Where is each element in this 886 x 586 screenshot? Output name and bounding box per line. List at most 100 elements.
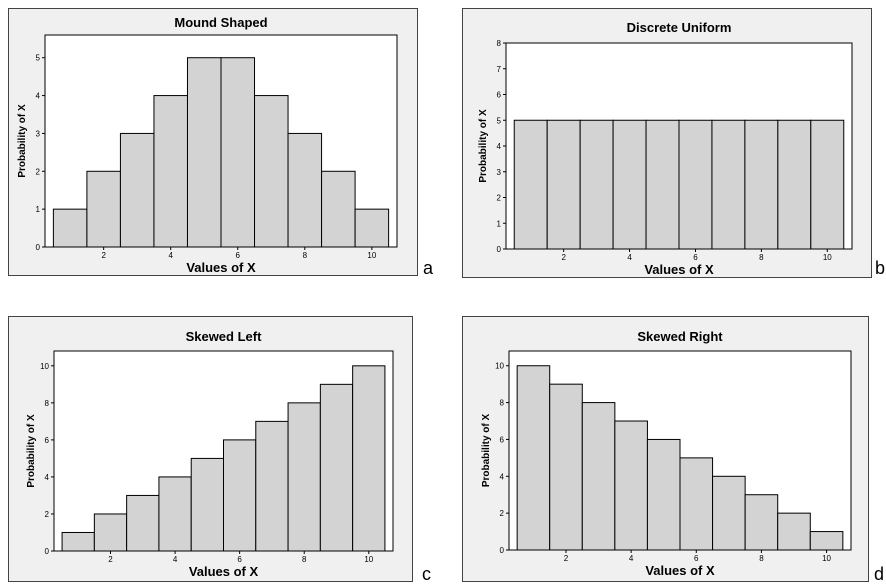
y-tick-label: 10	[495, 362, 504, 371]
x-axis-title: Values of X	[644, 262, 714, 277]
bar	[645, 119, 680, 250]
x-tick-label: 8	[759, 253, 764, 262]
bar	[352, 365, 386, 552]
x-tick-label: 8	[303, 251, 308, 260]
x-tick-label: 2	[561, 253, 566, 262]
x-tick-label: 8	[759, 554, 764, 563]
panel-letter-b: b	[875, 258, 886, 278]
y-tick-label: 7	[497, 65, 502, 74]
chart-panel-skewed-right: 0 2 4 6 8 10 2 4 6 8 10 Skewed Right Values of X Prob…	[462, 316, 869, 582]
x-tick-label: 2	[108, 555, 113, 564]
x-tick-label: 4	[173, 555, 178, 564]
y-tick-label: 5	[36, 54, 41, 63]
bar	[678, 119, 713, 250]
y-tick-label: 0	[45, 547, 50, 556]
y-tick-label: 10	[40, 362, 49, 371]
y-tick-label: 6	[500, 435, 505, 444]
y-tick-label: 8	[45, 399, 50, 408]
y-tick-label: 2	[497, 194, 502, 203]
x-tick-label: 6	[694, 554, 699, 563]
bar	[546, 119, 581, 250]
chart-title: Discrete Uniform	[627, 20, 732, 35]
y-tick-label: 0	[36, 243, 41, 252]
y-axis-title: Probability of X	[478, 109, 489, 183]
y-tick-label: 8	[500, 399, 505, 408]
y-tick-label: 4	[45, 473, 50, 482]
bar	[646, 438, 681, 551]
chart-title: Mound Shaped	[174, 15, 267, 30]
x-tick-label: 2	[101, 251, 106, 260]
x-tick-label: 6	[236, 251, 241, 260]
bar	[254, 95, 289, 248]
y-tick-label: 2	[45, 510, 50, 519]
bar	[809, 531, 844, 551]
x-axis-title: Values of X	[645, 563, 715, 578]
bar	[319, 383, 354, 552]
x-tick-label: 10	[364, 555, 373, 564]
bar	[579, 119, 614, 250]
bar	[679, 457, 714, 551]
y-tick-label: 4	[497, 142, 502, 151]
x-tick-label: 6	[693, 253, 698, 262]
y-tick-label: 4	[500, 472, 505, 481]
bar	[186, 57, 222, 248]
chart-panel-discrete-uniform: 0 1 2 3 4 5 6 7 8 2 4 6 8 10 Discrete Uniform Values of…	[462, 8, 872, 278]
x-tick-label: 10	[367, 251, 376, 260]
bar	[93, 513, 128, 552]
y-tick-label: 2	[500, 509, 505, 518]
x-tick-label: 4	[168, 251, 173, 260]
y-tick-label: 8	[497, 39, 502, 48]
x-tick-label: 4	[627, 253, 632, 262]
bar	[513, 119, 548, 250]
y-tick-label: 1	[497, 219, 502, 228]
bar	[354, 208, 390, 248]
chart-panel-skewed-left: 0 2 4 6 8 10 2 4 6 8 10 Skewed Left Values of X Proba…	[8, 316, 413, 582]
bar	[255, 420, 289, 552]
bar	[744, 494, 779, 551]
bar	[712, 475, 746, 551]
bar	[287, 132, 323, 248]
x-tick-label: 6	[237, 555, 242, 564]
bar	[777, 119, 812, 250]
chart-svg: 0 1 2 3 4 5 2 4 6 8 10 Mound Shaped Values of X Proba…	[17, 15, 398, 275]
bar	[612, 119, 647, 250]
y-tick-label: 6	[45, 436, 50, 445]
bar	[61, 531, 95, 552]
chart-title: Skewed Right	[637, 329, 723, 344]
panel-letter-c: c	[422, 564, 431, 584]
panel-letter-a: a	[423, 258, 434, 278]
chart-title: Skewed Left	[186, 329, 263, 344]
x-tick-label: 2	[564, 554, 569, 563]
x-axis-title: Values of X	[189, 564, 259, 579]
panel-letter-d: d	[874, 564, 885, 584]
y-tick-label: 1	[36, 205, 41, 214]
bar	[119, 132, 155, 248]
chart-svg: 0 2 4 6 8 10 2 4 6 8 10 Skewed Left Values of X Proba…	[26, 329, 394, 579]
bar	[153, 95, 188, 248]
chart-svg: 0 1 2 3 4 5 6 7 8 2 4 6 8 10 Discrete Uniform Values of…	[478, 20, 853, 277]
bar	[126, 494, 160, 552]
bar	[287, 402, 321, 552]
y-tick-label: 5	[497, 116, 502, 125]
y-tick-label: 2	[36, 167, 41, 176]
bar	[158, 476, 192, 552]
y-tick-label: 6	[497, 91, 502, 100]
bar	[711, 119, 746, 250]
bar	[810, 119, 845, 250]
chart-panel-mound-shaped: 0 1 2 3 4 5 2 4 6 8 10 Mound Shaped Values of X Proba…	[8, 8, 418, 276]
bar	[516, 365, 551, 551]
x-tick-label: 10	[822, 554, 831, 563]
y-tick-label: 4	[36, 92, 41, 101]
y-axis-title: Probability of X	[26, 414, 37, 488]
y-tick-label: 3	[36, 129, 41, 138]
x-axis-title: Values of X	[186, 260, 256, 275]
bar	[223, 439, 257, 552]
y-axis-title: Probability of X	[17, 104, 28, 178]
bar	[321, 170, 356, 248]
bar	[86, 170, 121, 248]
x-tick-label: 10	[823, 253, 832, 262]
bar	[777, 512, 811, 551]
bar	[549, 383, 583, 551]
chart-svg: 0 2 4 6 8 10 2 4 6 8 10 Skewed Right Values of X Prob…	[481, 329, 852, 578]
bar	[581, 402, 616, 551]
